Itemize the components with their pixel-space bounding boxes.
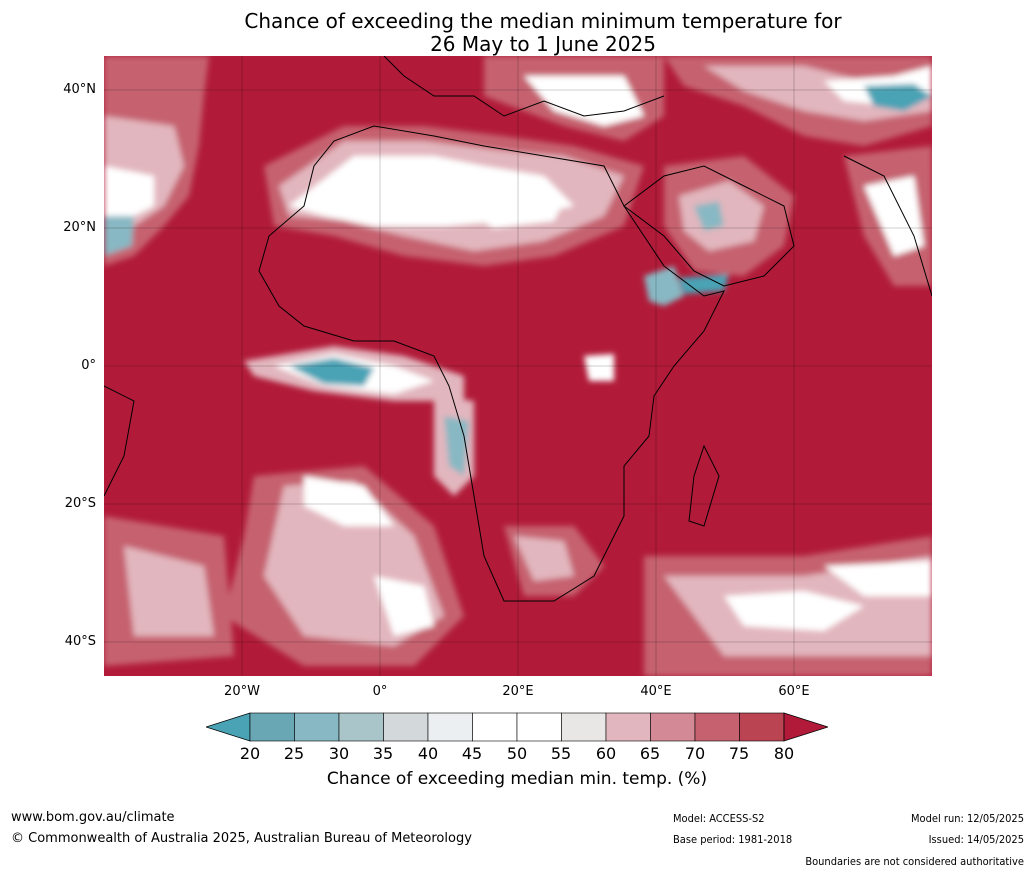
colorbar-tick: 55 — [550, 744, 572, 763]
colorbar-tick: 30 — [328, 744, 350, 763]
colorbar-tick: 50 — [506, 744, 528, 763]
colorbar — [206, 712, 828, 742]
map-title-line1: Chance of exceeding the median minimum t… — [244, 9, 842, 33]
colorbar-cell — [472, 712, 518, 742]
lat-label-40n: 40°N — [63, 82, 96, 97]
colorbar-tick: 40 — [417, 744, 439, 763]
graticule — [104, 56, 932, 676]
sahara-pattern — [264, 126, 644, 266]
colorbar-cell — [605, 712, 651, 742]
india-coastline — [843, 155, 932, 297]
coastlines — [104, 56, 932, 602]
lon-label-20e: 20°E — [502, 684, 534, 699]
gulf-of-guinea-pattern — [244, 346, 614, 496]
map-svg — [104, 56, 932, 676]
footer-issued: Issued: 14/05/2025 — [928, 833, 1024, 846]
colorbar-cell — [694, 712, 740, 742]
footer-base-period: Base period: 1981-2018 — [673, 833, 793, 846]
colorbar-low-arrow — [206, 712, 251, 742]
colorbar-high-arrow — [783, 712, 828, 742]
south-indian-ocean-pattern — [644, 536, 932, 676]
colorbar-tick: 60 — [595, 744, 617, 763]
footer-website[interactable]: www.bom.gov.au/climate — [11, 810, 175, 825]
colorbar-tick: 80 — [773, 744, 795, 763]
colorbar-cell — [427, 712, 473, 742]
map-title-line2: 26 May to 1 June 2025 — [430, 32, 656, 56]
colorbar-tick: 35 — [372, 744, 394, 763]
footer-disclaimer: Boundaries are not considered authoritat… — [805, 855, 1024, 868]
atlantic-north-pattern — [104, 56, 209, 266]
lon-label-0: 0° — [372, 684, 388, 699]
probability-map — [104, 56, 932, 676]
footer-model: Model: ACCESS-S2 — [673, 812, 765, 825]
colorbar-cell — [650, 712, 696, 742]
colorbar-tick: 25 — [283, 744, 305, 763]
colorbar-tick: 45 — [461, 744, 483, 763]
colorbar-cell — [249, 712, 295, 742]
lat-label-20n: 20°N — [63, 220, 96, 235]
colorbar-label: Chance of exceeding median min. temp. (%… — [326, 769, 708, 789]
colorbar-cell — [516, 712, 562, 742]
europe-coastline — [383, 56, 665, 117]
colorbar-cell — [338, 712, 384, 742]
lat-label-0: 0° — [81, 358, 96, 373]
africa-coastline — [258, 125, 725, 602]
colorbar-cell — [383, 712, 429, 742]
colorbar-tick: 65 — [639, 744, 661, 763]
colorbar-tick: 20 — [239, 744, 261, 763]
india-pattern — [844, 146, 932, 286]
southern-africa-pattern — [504, 526, 604, 596]
lon-label-60e: 60°E — [778, 684, 810, 699]
colorbar-cells — [249, 712, 785, 742]
arabia-pattern — [644, 156, 794, 306]
mediterranean-pattern — [484, 56, 932, 146]
arabia-coastline — [623, 165, 795, 287]
colorbar-tick: 75 — [728, 744, 750, 763]
colorbar-cell — [739, 712, 785, 742]
lon-label-20w: 20°W — [224, 684, 260, 699]
colorbar-cell — [561, 712, 607, 742]
lon-label-40e: 40°E — [640, 684, 672, 699]
madagascar-coastline — [688, 444, 720, 527]
colorbar-cell — [294, 712, 340, 742]
south-atlantic-pattern — [104, 466, 464, 666]
footer-copyright: © Commonwealth of Australia 2025, Austra… — [11, 831, 472, 846]
colorbar-tick: 70 — [684, 744, 706, 763]
lat-label-20s: 20°S — [64, 496, 96, 511]
south-america-coastline — [104, 385, 135, 497]
footer-model-run: Model run: 12/05/2025 — [911, 812, 1024, 825]
lat-label-40s: 40°S — [64, 634, 96, 649]
